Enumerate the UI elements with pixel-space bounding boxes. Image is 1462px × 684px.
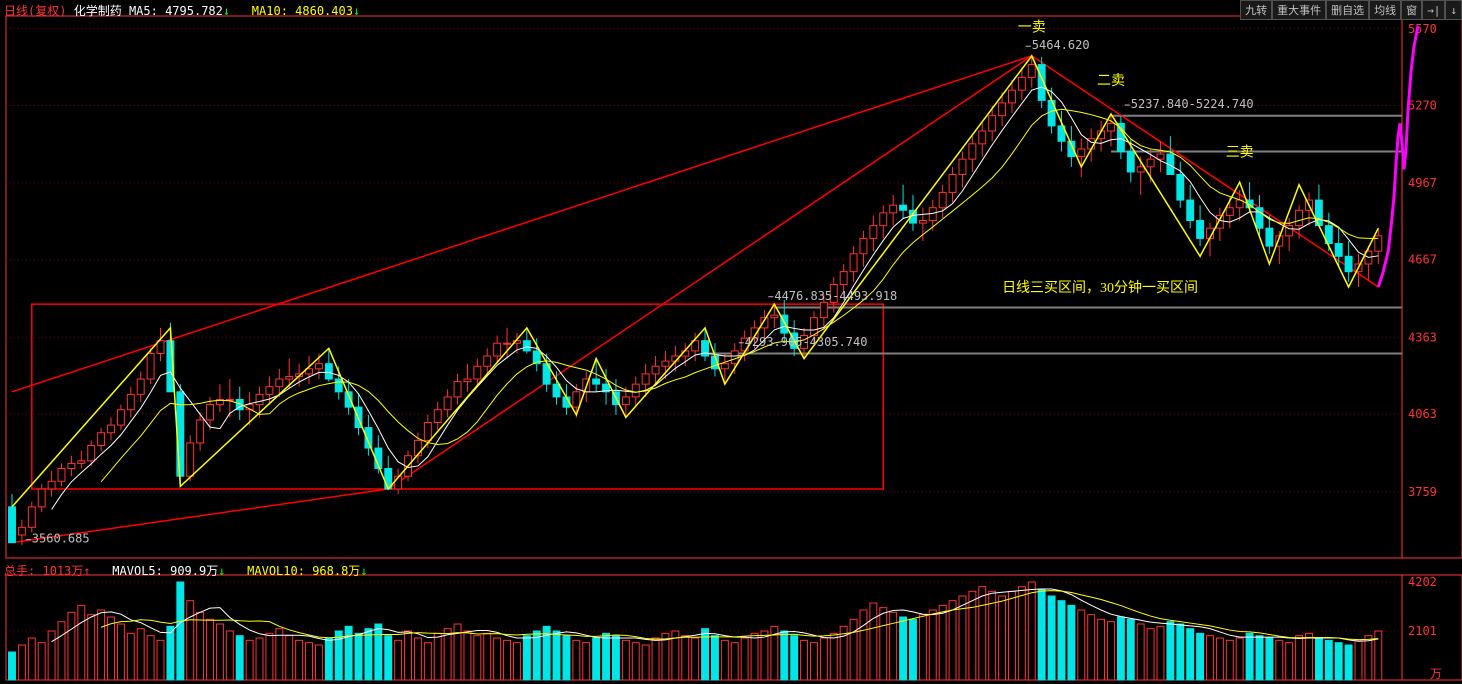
mavol10-arrow: ↓ (360, 564, 367, 578)
main-chart-svg[interactable]: 3759 4063 4363 4667 4967 5270 5570 一卖二卖三卖 3560.6… (0, 0, 1462, 684)
ma10-value: 4860.403 (295, 4, 353, 18)
svg-text:三卖: 三卖 (1226, 145, 1254, 161)
svg-text:5270: 5270 (1408, 98, 1437, 112)
vol-total-arrow: ↑ (83, 564, 90, 578)
ma5-value: 4795.782 (165, 4, 223, 18)
toolbar-button-6[interactable]: ↓ (1445, 0, 1462, 20)
svg-text:2101: 2101 (1408, 624, 1437, 638)
svg-text:4967: 4967 (1408, 176, 1437, 190)
svg-text:5464.620: 5464.620 (1032, 38, 1090, 52)
svg-text:3759: 3759 (1408, 485, 1437, 499)
svg-text:万: 万 (1430, 667, 1442, 681)
price-header: 日线(复权) 化学制药 MA5: 4795.782↓ MA10: 4860.40… (4, 2, 360, 19)
svg-text:4667: 4667 (1408, 253, 1437, 267)
svg-text:4476.835-4493.918: 4476.835-4493.918 (774, 289, 897, 303)
ma5-arrow: ↓ (223, 4, 230, 18)
svg-text:5570: 5570 (1408, 22, 1437, 36)
ma10-arrow: ↓ (353, 4, 360, 18)
mavol10-value: 968.8万 (312, 564, 360, 578)
mavol10-label: MAVOL10: (247, 564, 305, 578)
svg-text:3560.685: 3560.685 (32, 532, 90, 546)
mavol5-arrow: ↓ (218, 564, 225, 578)
toolbar-button-3[interactable]: 均线 (1369, 0, 1401, 20)
vol-total-value: 1013万 (42, 564, 83, 578)
toolbar-button-4[interactable]: 窗 (1401, 0, 1422, 20)
ma5-label: MA5: (129, 4, 158, 18)
toolbar-button-2[interactable]: 删自选 (1326, 0, 1369, 20)
svg-text:4202: 4202 (1408, 575, 1437, 589)
vol-total-label: 总手: (4, 564, 35, 578)
svg-text:日线三买区间，30分钟一买区间: 日线三买区间，30分钟一买区间 (1002, 279, 1198, 296)
svg-text:5237.840-5224.740: 5237.840-5224.740 (1131, 97, 1254, 111)
svg-text:4293.905-4305.740: 4293.905-4305.740 (745, 335, 868, 349)
svg-text:4363: 4363 (1408, 330, 1437, 344)
mavol5-value: 909.9万 (170, 564, 218, 578)
svg-text:一卖: 一卖 (1018, 19, 1046, 35)
toolbar-button-0[interactable]: 九转 (1240, 0, 1272, 20)
toolbar-button-5[interactable]: →| (1422, 0, 1445, 20)
toolbar: 九转重大事件删自选均线窗→|↓ (1240, 0, 1462, 20)
volume-header: 总手: 1013万↑ MAVOL5: 909.9万↓ MAVOL10: 968.… (4, 562, 368, 579)
svg-text:二卖: 二卖 (1097, 73, 1125, 89)
timeframe-label: 日线(复权) (4, 4, 66, 18)
svg-text:4063: 4063 (1408, 407, 1437, 421)
chart-container: 日线(复权) 化学制药 MA5: 4795.782↓ MA10: 4860.40… (0, 0, 1462, 684)
mavol5-label: MAVOL5: (112, 564, 163, 578)
ma10-label: MA10: (252, 4, 288, 18)
toolbar-button-1[interactable]: 重大事件 (1272, 0, 1326, 20)
stock-title: 化学制药 (74, 4, 122, 18)
